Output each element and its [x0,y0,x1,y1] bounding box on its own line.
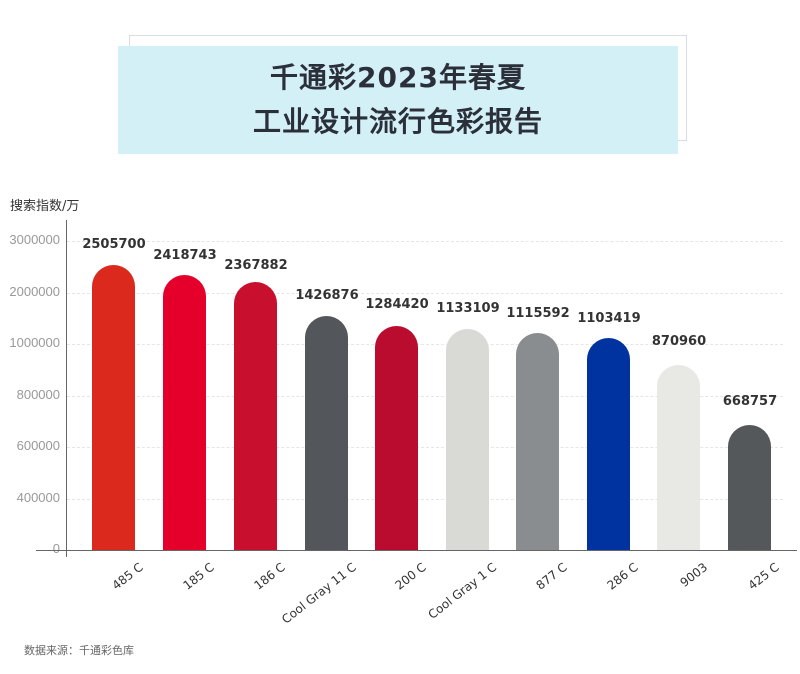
x-tick-label: 425 C [745,560,782,593]
bar-9003 [657,365,700,550]
x-axis [36,550,797,551]
y-tick: 600000 [16,438,60,453]
gridline [67,447,783,448]
page-title-line1: 千通彩2023年春夏 [270,61,526,94]
x-tick-label: Cool Gray 11 C [278,560,359,627]
bar-cool-gray-11c [305,316,348,550]
bar-value-label: 1103419 [577,311,641,326]
y-tick: 3000000 [9,232,60,247]
bar-200c [375,326,418,550]
title-banner: 千通彩2023年春夏 工业设计流行色彩报告 [118,46,678,154]
bar-value-label: 668757 [722,394,778,409]
page-title-line2: 工业设计流行色彩报告 [252,105,543,138]
bar-485c [92,265,135,550]
x-tick-label: 186 C [251,560,288,593]
bar-value-label: 2505700 [82,237,146,252]
gridline [67,344,783,345]
data-source-note: 数据来源：千通彩色库 [24,644,134,657]
x-tick-label: 877 C [533,560,570,593]
bar-value-label: 2418743 [153,248,217,263]
bar-value-label: 1426876 [295,288,359,303]
y-tick: 0 [52,541,60,556]
bar-186c [234,282,277,550]
x-tick-label: 9003 [677,560,711,590]
y-tick: 400000 [16,490,60,505]
x-tick-label: 485 C [109,560,146,593]
bar-value-label: 870960 [651,334,707,349]
x-tick-label: 200 C [392,560,429,593]
bar-cool-gray-1c [446,329,489,550]
bar-425c [728,425,771,550]
y-tick: 2000000 [9,284,60,299]
bar-185c [163,275,206,550]
y-tick: 1000000 [9,335,60,350]
x-tick-label: 185 C [180,560,217,593]
gridline [67,241,783,242]
gridline [67,499,783,500]
bar-value-label: 1133109 [436,301,500,316]
y-axis [66,220,67,557]
y-axis-label: 搜索指数/万 [10,199,80,214]
bar-286c [587,338,630,550]
x-tick-label: 286 C [604,560,641,593]
x-tick-label: Cool Gray 1 C [425,560,500,622]
gridline [67,293,783,294]
bar-value-label: 1284420 [365,297,429,312]
gridline [67,396,783,397]
y-tick: 800000 [16,387,60,402]
bar-value-label: 1115592 [506,306,570,321]
bar-value-label: 2367882 [224,258,288,273]
bar-877c [516,333,559,550]
